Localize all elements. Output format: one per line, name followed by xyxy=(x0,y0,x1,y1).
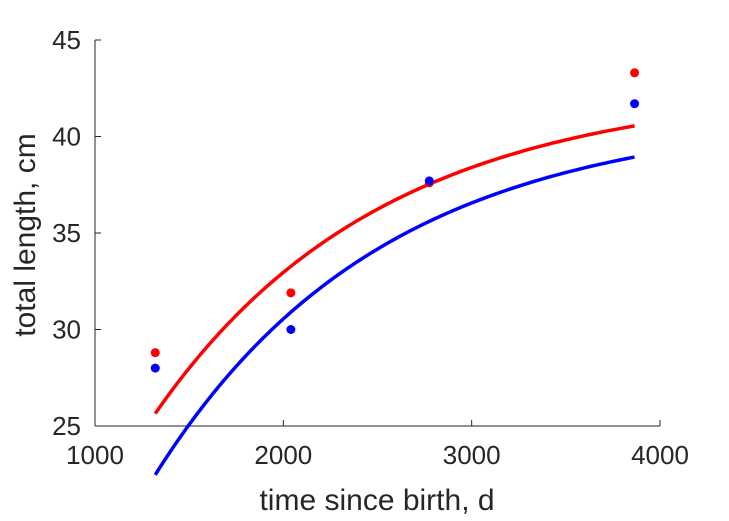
y-tick-label: 25 xyxy=(52,411,81,441)
fit-curve-series-2 xyxy=(153,155,635,476)
y-tick-label: 40 xyxy=(52,122,81,152)
x-axis-title: time since birth, d xyxy=(259,484,494,517)
axes: 1000 2000 3000 4000 25 30 35 40 45 xyxy=(52,25,689,470)
x-tick-label: 1000 xyxy=(66,440,124,470)
data-point-series-2 xyxy=(630,99,640,109)
fit-curves xyxy=(153,124,635,476)
y-tick-label: 30 xyxy=(52,315,81,345)
x-tick-label: 2000 xyxy=(254,440,312,470)
x-tick-label: 4000 xyxy=(631,440,689,470)
data-point-series-1 xyxy=(286,288,296,298)
y-tick-label: 45 xyxy=(52,25,81,55)
data-point-series-2 xyxy=(150,363,160,373)
data-point-series-2 xyxy=(424,176,434,186)
data-point-series-1 xyxy=(150,348,160,358)
data-points xyxy=(150,68,640,373)
data-point-series-2 xyxy=(286,325,296,334)
fit-curve-series-1 xyxy=(153,124,635,415)
data-point-series-1 xyxy=(630,68,640,78)
y-tick-label: 35 xyxy=(52,218,81,248)
y-axis-title: total length, cm xyxy=(9,133,42,336)
x-tick-label: 3000 xyxy=(443,440,501,470)
